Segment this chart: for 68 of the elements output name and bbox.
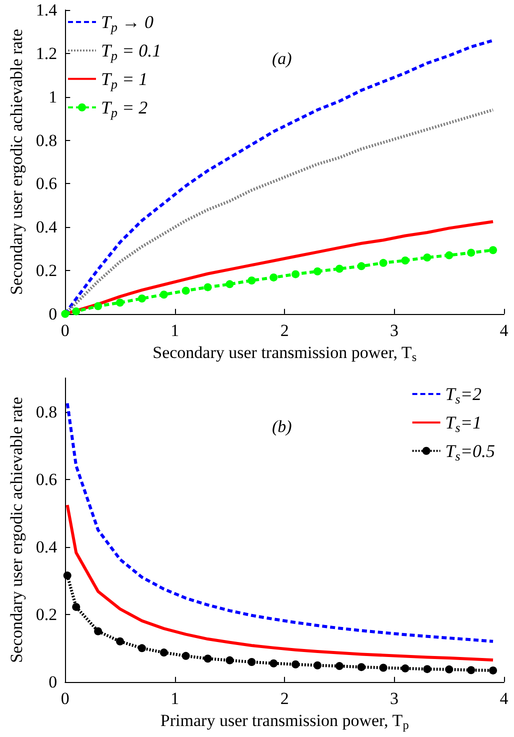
x-tick-label: 1 xyxy=(170,320,180,340)
point xyxy=(138,294,146,303)
point xyxy=(204,283,212,292)
point xyxy=(445,251,454,260)
point xyxy=(248,658,256,666)
y-tick-label: 0 xyxy=(48,304,58,324)
y-tick-label: 1 xyxy=(48,87,58,106)
point xyxy=(204,654,212,663)
x-tick-label: 4 xyxy=(500,688,509,708)
y-tick-label: 0.6 xyxy=(36,174,58,194)
annotation: (a) xyxy=(272,49,292,68)
point xyxy=(138,644,146,652)
point xyxy=(489,246,498,254)
point xyxy=(72,307,80,316)
point xyxy=(292,660,300,668)
y-tick-label: 0.2 xyxy=(36,604,58,624)
point xyxy=(116,298,124,307)
x-tick-label: 1 xyxy=(170,688,180,708)
point xyxy=(335,662,344,670)
point xyxy=(226,656,234,664)
point xyxy=(72,602,80,611)
point xyxy=(248,276,256,284)
x-tick-label: 4 xyxy=(500,320,509,340)
x-tick-label: 3 xyxy=(390,688,399,708)
point xyxy=(182,286,190,295)
point xyxy=(423,253,432,262)
point xyxy=(467,666,476,674)
point xyxy=(63,572,72,580)
y-tick-label: 1.2 xyxy=(36,44,58,63)
y-tick-label: 0.8 xyxy=(36,402,58,422)
point xyxy=(160,290,168,299)
line-series xyxy=(66,503,495,662)
point xyxy=(313,661,322,670)
y-tick-label: 1.4 xyxy=(36,0,58,20)
point xyxy=(467,248,476,257)
point xyxy=(226,280,234,288)
point xyxy=(357,663,366,672)
y-tick-label: 0.4 xyxy=(36,537,58,556)
point xyxy=(379,258,388,267)
x-tick-label: 2 xyxy=(280,320,289,340)
point xyxy=(313,267,322,276)
y-axis-title: Secondary user ergodic achievable rate xyxy=(7,29,26,295)
y-tick-label: 0.4 xyxy=(36,218,58,237)
point xyxy=(116,637,124,646)
point xyxy=(292,270,300,278)
point xyxy=(182,652,190,660)
y-axis-title: Secondary user ergodic achievable rate xyxy=(7,397,26,663)
point xyxy=(445,665,454,674)
y-tick-label: 0.8 xyxy=(36,130,58,150)
point xyxy=(335,264,344,273)
point xyxy=(357,262,366,270)
point xyxy=(94,302,102,310)
x-tick-label: 3 xyxy=(390,320,399,340)
point xyxy=(489,666,498,674)
point xyxy=(379,664,388,672)
point xyxy=(401,256,410,265)
y-tick-label: 0.6 xyxy=(36,470,58,489)
point xyxy=(423,665,432,674)
y-tick-label: 0 xyxy=(48,672,58,692)
point xyxy=(401,664,410,672)
point xyxy=(270,273,278,282)
point xyxy=(94,627,102,636)
y-tick-label: 0.2 xyxy=(36,261,58,280)
point xyxy=(160,648,168,657)
annotation: (b) xyxy=(272,417,292,436)
point xyxy=(61,310,70,318)
point xyxy=(270,659,278,668)
x-tick-label: 2 xyxy=(280,688,289,708)
